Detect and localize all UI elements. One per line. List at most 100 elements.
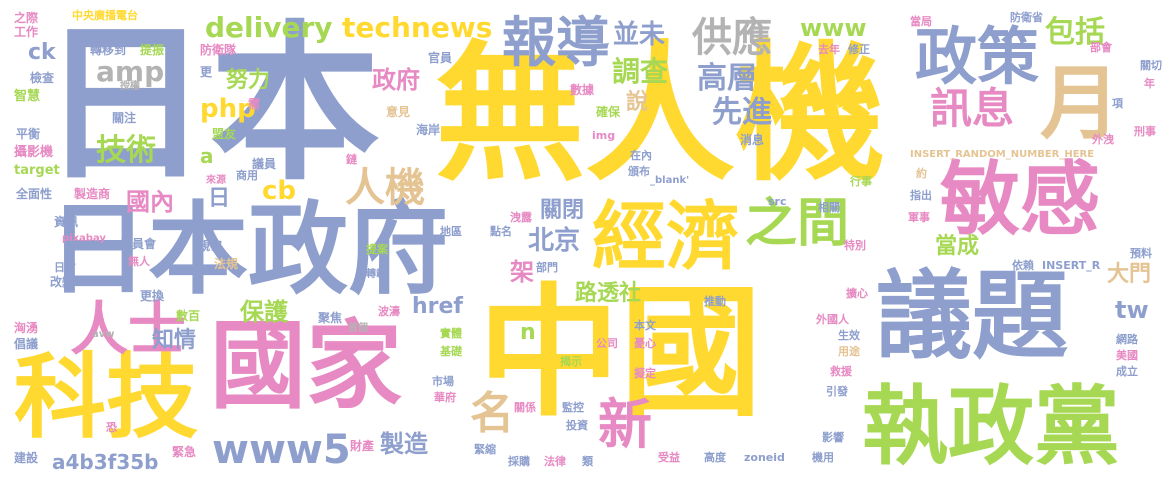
word-keji: 科技 bbox=[14, 344, 199, 451]
word-lutoushe: 路透社 bbox=[575, 281, 642, 306]
word-jishu: 技術 bbox=[96, 133, 156, 168]
word-qunian: 去年 bbox=[818, 43, 840, 56]
word-wanglu: 網路 bbox=[1116, 333, 1138, 346]
word-yiti: 議題 bbox=[876, 260, 1068, 372]
word-huafu: 華府 bbox=[434, 391, 456, 404]
word-xiaoxi: 消息 bbox=[740, 133, 765, 147]
word-ribenzhengfu: 日本政府 bbox=[48, 191, 448, 308]
word-guanbi: 關閉 bbox=[540, 198, 585, 223]
word-xin: 新 bbox=[598, 393, 652, 456]
word-gongzuo: 工作 bbox=[14, 25, 39, 39]
word-shengxiao: 生效 bbox=[838, 329, 860, 342]
word-gongying: 供應 bbox=[692, 15, 772, 61]
word-blank: _blank' bbox=[650, 175, 690, 186]
word-href: href bbox=[412, 294, 464, 319]
word-src: src bbox=[768, 195, 787, 208]
word-fangweisheng: 防衛省 bbox=[1010, 11, 1043, 24]
word-gaodu: 高度 bbox=[704, 451, 726, 464]
word-zhiqing: 知情 bbox=[152, 328, 197, 353]
word-xiangguan: 相關 bbox=[818, 201, 840, 214]
word-pingheng: 平衡 bbox=[16, 127, 41, 141]
word-baohu: 保護 bbox=[240, 298, 288, 326]
word-renji: 人機 bbox=[345, 165, 425, 211]
word-yongtu: 用途 bbox=[838, 345, 860, 358]
word-bumen: 部門 bbox=[536, 261, 558, 274]
word-mengyou: 盟友 bbox=[212, 127, 237, 141]
word-a4b3f35b: a4b3f35b bbox=[52, 450, 159, 474]
word-tizhen: 提振 bbox=[140, 43, 165, 57]
word-tw: tw bbox=[1115, 296, 1149, 324]
word-caigou: 採購 bbox=[508, 455, 530, 468]
word-shuo: 說 bbox=[626, 90, 649, 115]
word-jiuyuan: 救援 bbox=[830, 365, 852, 378]
word-yue: 月 bbox=[1040, 57, 1120, 150]
word-jinji: 緊急 bbox=[172, 445, 197, 459]
word-yingxiang: 影響 bbox=[822, 431, 844, 444]
word-zixun: 資訊 bbox=[54, 215, 79, 229]
word-rifang: 日方 bbox=[54, 261, 76, 274]
word-zhizaoshang: 製造商 bbox=[74, 187, 111, 201]
word-avw: avw bbox=[92, 329, 115, 340]
word-benwen: 本文 bbox=[634, 319, 656, 332]
word-waiguoren: 外國人 bbox=[816, 313, 849, 326]
word-guojia: 國家 bbox=[210, 310, 402, 422]
word-weiyuanhui: 委員會 bbox=[120, 237, 157, 251]
word-cb: cb bbox=[262, 176, 297, 206]
word-zhuanzai: 轉載 bbox=[366, 269, 386, 280]
word-jinsuo: 緊縮 bbox=[474, 443, 496, 456]
word-jiyong: 機用 bbox=[812, 451, 834, 464]
word-nuli: 努力 bbox=[226, 68, 271, 93]
word-changyi: 倡議 bbox=[14, 337, 39, 351]
word-youxin: 憂心 bbox=[634, 337, 656, 350]
word-www: www bbox=[800, 14, 867, 42]
word-chukou: 出口 bbox=[510, 355, 532, 368]
word-quebao: 確保 bbox=[596, 105, 621, 119]
word-bingwei: 並未 bbox=[613, 20, 666, 50]
word-insert-random: INSERT_RANDOM_NUMBER_HERE bbox=[910, 149, 1095, 160]
word-junshi: 軍事 bbox=[908, 211, 930, 224]
word-quanmianxing: 全面性 bbox=[16, 187, 53, 201]
word-yilai: 依賴 bbox=[1012, 259, 1034, 272]
word-zhijian: 之間 bbox=[745, 194, 850, 254]
word-jujiao: 聚焦 bbox=[318, 311, 343, 325]
word-geng: 更 bbox=[200, 65, 213, 79]
word-tian: 提案 bbox=[366, 243, 388, 256]
word-insert-r: INSERT_R bbox=[1042, 259, 1101, 272]
word-zhizao: 製造 bbox=[380, 430, 428, 458]
word-baodao: 報導 bbox=[502, 11, 610, 74]
word-xunxi: 訊息 bbox=[930, 84, 1015, 133]
word-guanyuan: 官員 bbox=[428, 51, 453, 65]
word-touzi: 投資 bbox=[566, 419, 588, 432]
word-a: a bbox=[200, 144, 214, 168]
word-php: php bbox=[200, 94, 256, 124]
word-xianjin: 先進 bbox=[712, 95, 772, 130]
word-yue2: 約 bbox=[916, 167, 927, 180]
word-tuidong: 推動 bbox=[704, 295, 726, 308]
word-img: img bbox=[592, 129, 616, 142]
word-gaibian: 改變 bbox=[50, 275, 75, 289]
word-gaoceng: 高層 bbox=[697, 61, 757, 96]
word-shouge: 首個 bbox=[348, 323, 368, 334]
word-zhongguo: 中國 bbox=[478, 271, 762, 436]
word-shouyi: 受益 bbox=[658, 451, 680, 464]
word-shuju: 數據 bbox=[570, 83, 595, 97]
word-shouquan: 授權 bbox=[120, 81, 140, 92]
word-jingji: 經濟 bbox=[592, 194, 740, 280]
word-mingan: 敏感 bbox=[940, 153, 1100, 246]
word-baokuo: 包括 bbox=[1045, 15, 1105, 50]
word-beijing: 北京 bbox=[528, 226, 581, 256]
word-damen: 大門 bbox=[1107, 262, 1152, 287]
word-buhui: 部會 bbox=[1090, 41, 1112, 54]
word-ck: ck bbox=[28, 40, 56, 65]
word-yuliao: 預料 bbox=[1130, 247, 1152, 260]
word-falu: 法律 bbox=[544, 455, 566, 468]
word-yijian: 意見 bbox=[386, 105, 411, 119]
word-guanqie: 關切 bbox=[1140, 59, 1162, 72]
word-zhengfu: 政府 bbox=[372, 66, 420, 94]
word-xingshi: 刑事 bbox=[1134, 125, 1156, 138]
word-zhuanyidao: 轉移到 bbox=[90, 43, 127, 57]
word-renshi: 人士 bbox=[70, 295, 187, 363]
word-jichu: 基礎 bbox=[440, 345, 462, 358]
word-jieshi: 揭示 bbox=[560, 355, 582, 368]
word-target: target bbox=[14, 163, 60, 178]
